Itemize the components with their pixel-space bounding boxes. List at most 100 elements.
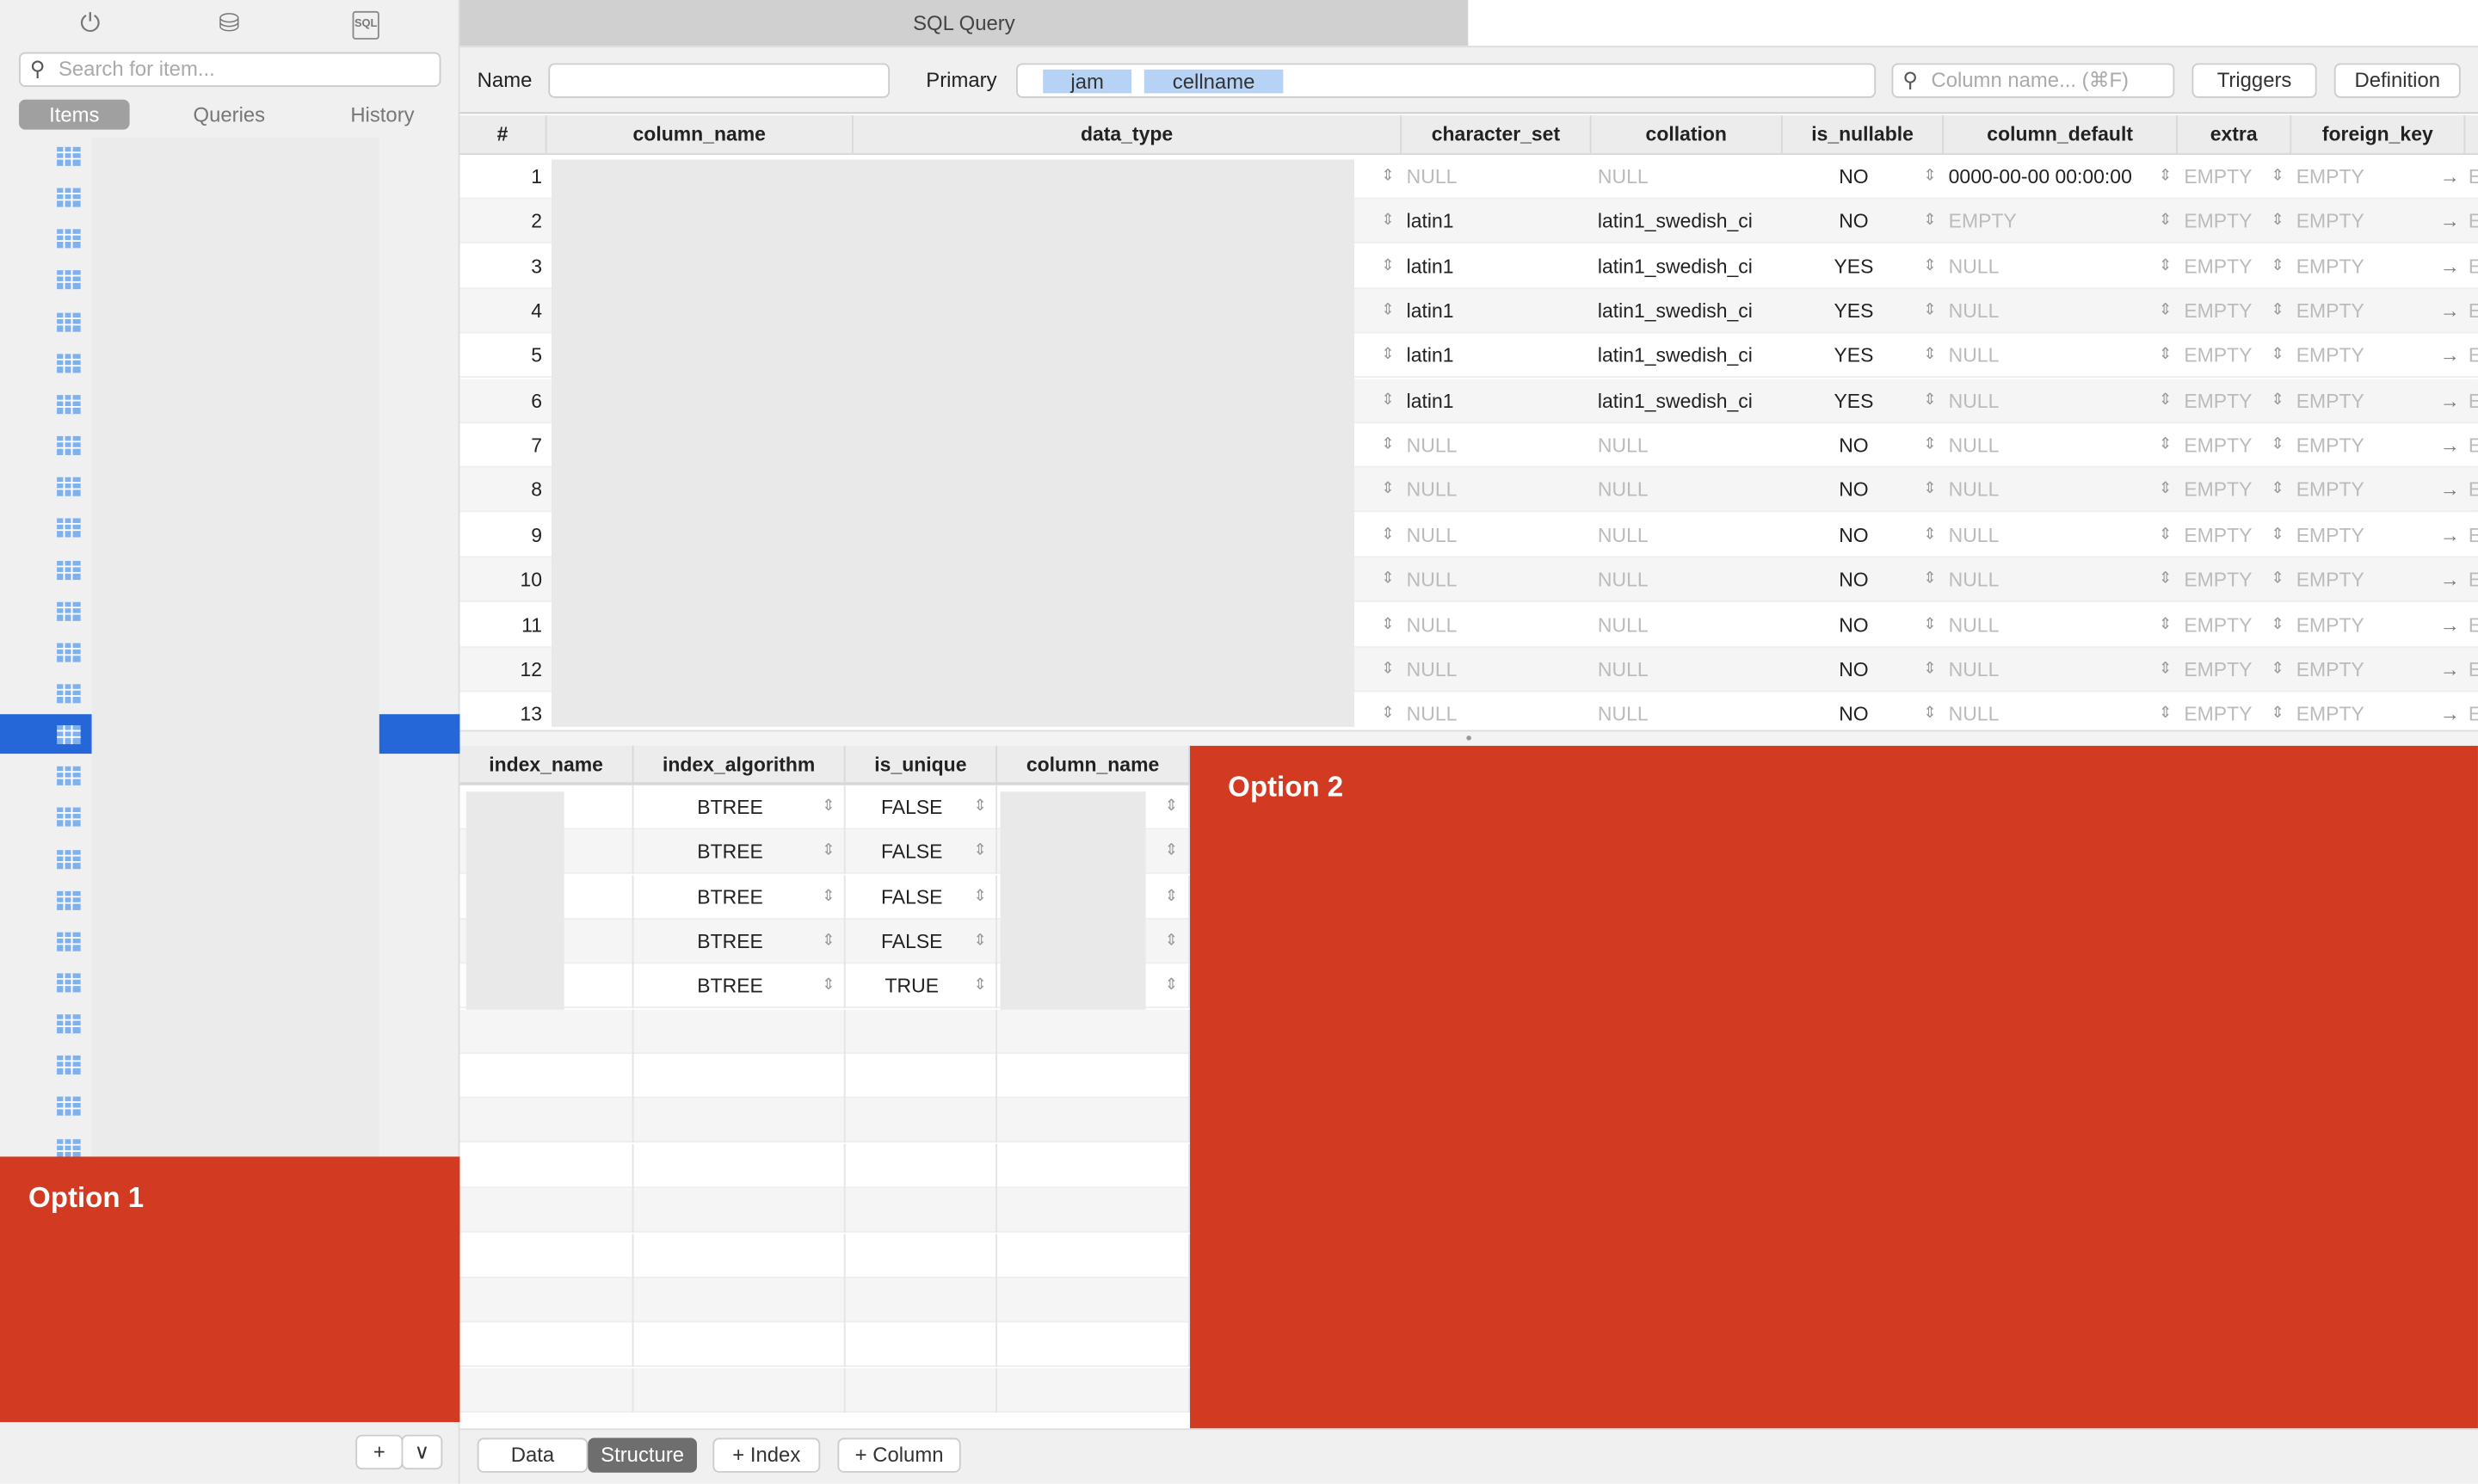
stepper-icon[interactable]: ⇕ bbox=[2158, 570, 2173, 588]
extra-cell[interactable]: EMPTY bbox=[2184, 524, 2253, 547]
character-set-cell[interactable]: NULL bbox=[1406, 165, 1458, 188]
stepper-icon[interactable]: ⇕ bbox=[2271, 570, 2284, 588]
column-default-cell[interactable]: NULL bbox=[1948, 613, 2000, 637]
collation-cell[interactable]: NULL bbox=[1597, 524, 1649, 547]
foreign-key-cell[interactable]: EMPTY bbox=[2296, 345, 2364, 367]
add-column-button[interactable]: + Column bbox=[837, 1438, 961, 1473]
stepper-icon[interactable]: ⇕ bbox=[1381, 570, 1395, 588]
stepper-icon[interactable]: ⇕ bbox=[1923, 526, 1937, 544]
arrow-right-icon[interactable]: → bbox=[2439, 165, 2460, 188]
index-header-is-unique[interactable]: is_unique bbox=[846, 745, 997, 783]
stepper-icon[interactable]: ⇕ bbox=[2271, 705, 2284, 723]
stepper-icon[interactable]: ⇕ bbox=[973, 932, 987, 950]
stepper-icon[interactable]: ⇕ bbox=[1923, 660, 1937, 678]
stepper-icon[interactable]: ⇕ bbox=[973, 887, 987, 905]
table-icon[interactable] bbox=[57, 643, 81, 662]
foreign-key-cell[interactable]: EMPTY bbox=[2296, 210, 2364, 233]
is-nullable-cell[interactable]: NO bbox=[1839, 479, 1869, 502]
column-default-cell[interactable]: NULL bbox=[1948, 479, 2000, 502]
index-algorithm-cell[interactable]: BTREE bbox=[697, 885, 763, 908]
plug-icon[interactable]: ⏻ bbox=[80, 10, 101, 39]
arrow-right-icon[interactable]: → bbox=[2439, 390, 2460, 412]
table-icon[interactable] bbox=[57, 146, 81, 166]
stepper-icon[interactable]: ⇕ bbox=[1923, 570, 1937, 588]
column-header-foreignkey[interactable]: foreign_key bbox=[2291, 115, 2466, 154]
is-nullable-cell[interactable]: NO bbox=[1839, 165, 1869, 188]
table-icon[interactable] bbox=[57, 1056, 81, 1075]
stepper-icon[interactable]: ⇕ bbox=[1923, 391, 1937, 409]
stepper-icon[interactable]: ⇕ bbox=[1923, 481, 1937, 499]
stepper-icon[interactable]: ⇕ bbox=[1381, 212, 1395, 230]
column-header-characterset[interactable]: character_set bbox=[1402, 115, 1592, 154]
table-icon[interactable] bbox=[57, 436, 81, 456]
foreign-key-cell[interactable]: EMPTY bbox=[2296, 658, 2364, 681]
foreign-key-cell[interactable]: EMPTY bbox=[2296, 569, 2364, 592]
arrow-right-icon[interactable]: → bbox=[2439, 524, 2460, 547]
primary-key-token[interactable]: jam bbox=[1043, 69, 1132, 94]
arrow-right-icon[interactable]: → bbox=[2439, 434, 2460, 457]
stepper-icon[interactable]: ⇕ bbox=[1164, 932, 1179, 950]
extra-cell[interactable]: EMPTY bbox=[2184, 479, 2253, 502]
character-set-cell[interactable]: latin1 bbox=[1406, 300, 1454, 323]
stepper-icon[interactable]: ⇕ bbox=[2158, 615, 2173, 633]
stepper-icon[interactable]: ⇕ bbox=[822, 887, 835, 905]
index-row[interactable] bbox=[459, 1009, 1191, 1054]
sidebar-search-input[interactable]: ⚲ Search for item... bbox=[19, 52, 441, 88]
column-default-cell[interactable]: EMPTY bbox=[1948, 210, 2017, 233]
extra-cell[interactable]: EMPTY bbox=[2184, 390, 2253, 412]
column-default-cell[interactable]: NULL bbox=[1948, 300, 2000, 323]
foreign-key-cell[interactable]: EMPTY bbox=[2296, 434, 2364, 457]
stepper-icon[interactable]: ⇕ bbox=[2271, 526, 2284, 544]
stepper-icon[interactable]: ⇕ bbox=[1923, 346, 1937, 365]
is-nullable-cell[interactable]: YES bbox=[1834, 390, 1874, 412]
stepper-icon[interactable]: ⇕ bbox=[2158, 301, 2173, 320]
stepper-icon[interactable]: ⇕ bbox=[1923, 301, 1937, 320]
table-icon[interactable] bbox=[57, 973, 81, 993]
column-default-cell[interactable]: NULL bbox=[1948, 390, 2000, 412]
collation-cell[interactable]: latin1_swedish_ci bbox=[1597, 210, 1753, 233]
stepper-icon[interactable]: ⇕ bbox=[2158, 256, 2173, 275]
column-header-isnullable[interactable]: is_nullable bbox=[1783, 115, 1945, 154]
stepper-icon[interactable]: ⇕ bbox=[973, 842, 987, 860]
extra-cell[interactable]: EMPTY bbox=[2184, 165, 2253, 188]
character-set-cell[interactable]: NULL bbox=[1406, 569, 1458, 592]
table-icon[interactable] bbox=[57, 394, 81, 415]
splitter-handle[interactable]: ● bbox=[459, 730, 2478, 746]
stepper-icon[interactable]: ⇕ bbox=[2271, 391, 2284, 409]
table-icon[interactable] bbox=[57, 932, 81, 951]
index-row[interactable] bbox=[459, 1233, 1191, 1278]
character-set-cell[interactable]: NULL bbox=[1406, 613, 1458, 637]
stepper-icon[interactable]: ⇕ bbox=[1381, 346, 1395, 365]
table-icon[interactable] bbox=[57, 1138, 81, 1158]
stepper-icon[interactable]: ⇕ bbox=[2271, 660, 2284, 678]
stepper-icon[interactable]: ⇕ bbox=[1381, 256, 1395, 275]
stepper-icon[interactable]: ⇕ bbox=[822, 932, 835, 950]
stepper-icon[interactable]: ⇕ bbox=[2271, 212, 2284, 230]
is-nullable-cell[interactable]: YES bbox=[1834, 300, 1874, 323]
extra-cell[interactable]: EMPTY bbox=[2184, 658, 2253, 681]
is-nullable-cell[interactable]: YES bbox=[1834, 255, 1874, 278]
index-algorithm-cell[interactable]: BTREE bbox=[697, 796, 763, 819]
column-default-cell[interactable]: NULL bbox=[1948, 524, 2000, 547]
triggers-button[interactable]: Triggers bbox=[2191, 63, 2317, 98]
extra-cell[interactable]: EMPTY bbox=[2184, 300, 2253, 323]
primary-key-token[interactable]: cellname bbox=[1143, 69, 1284, 94]
stepper-icon[interactable]: ⇕ bbox=[1923, 615, 1937, 633]
index-row[interactable] bbox=[459, 1188, 1191, 1233]
add-menu-button[interactable]: ∨ bbox=[401, 1434, 443, 1470]
table-icon[interactable] bbox=[57, 229, 81, 249]
foreign-key-cell[interactable]: EMPTY bbox=[2296, 390, 2364, 412]
arrow-right-icon[interactable]: → bbox=[2439, 613, 2460, 637]
tab-structure[interactable]: Structure bbox=[588, 1438, 697, 1473]
stepper-icon[interactable]: ⇕ bbox=[1164, 976, 1179, 995]
database-icon[interactable]: ⛁ bbox=[219, 10, 240, 39]
definition-button[interactable]: Definition bbox=[2333, 63, 2461, 98]
table-icon[interactable] bbox=[57, 519, 81, 539]
collation-cell[interactable]: latin1_swedish_ci bbox=[1597, 255, 1753, 278]
table-icon[interactable] bbox=[57, 1097, 81, 1117]
column-header-columnname[interactable]: column_name bbox=[546, 115, 854, 154]
stepper-icon[interactable]: ⇕ bbox=[2271, 167, 2284, 185]
stepper-icon[interactable]: ⇕ bbox=[1923, 167, 1937, 185]
table-icon[interactable] bbox=[57, 767, 81, 786]
extra-cell[interactable]: EMPTY bbox=[2184, 569, 2253, 592]
